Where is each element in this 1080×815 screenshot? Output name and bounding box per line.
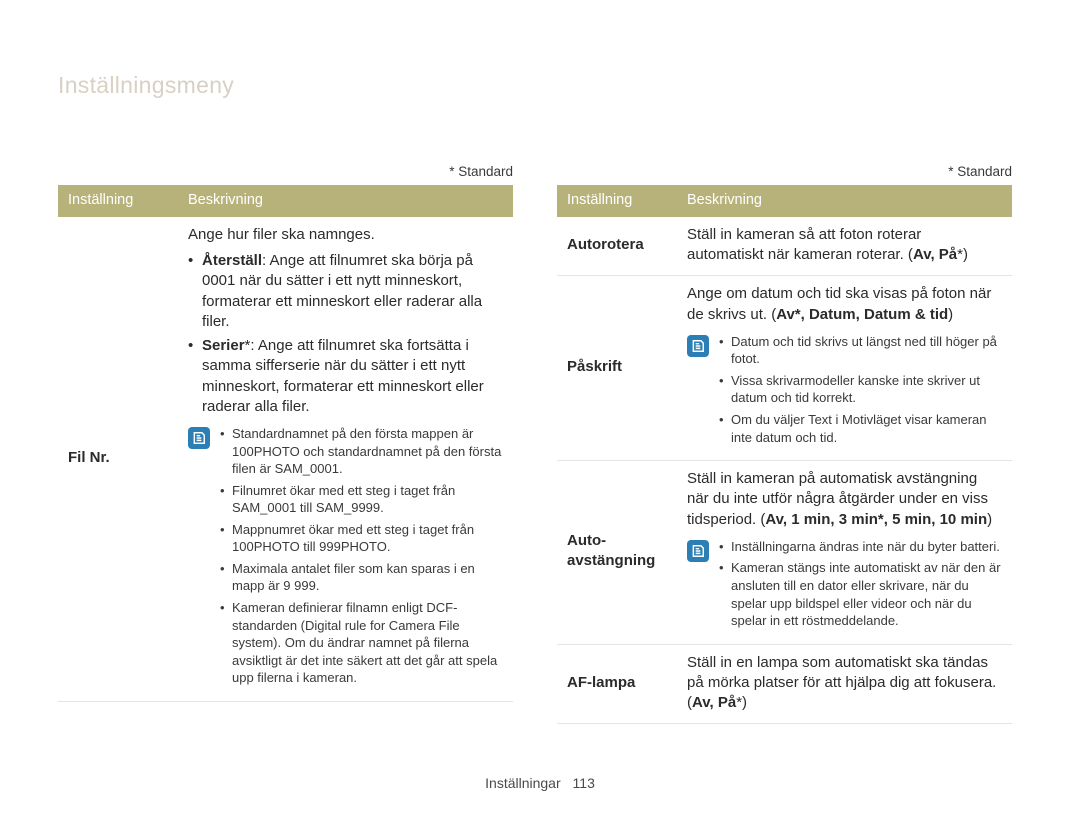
paskrift-post: ) <box>948 306 953 323</box>
row-autorotera: Autorotera Ställ in kameran så att foton… <box>557 217 1012 276</box>
note-item: Om du väljer Text i Motivläget visar kam… <box>719 411 1002 446</box>
desc-auto-off: Ställ in kameran på automatisk avstängni… <box>677 461 1012 644</box>
content-columns: * Standard Inställning Beskrivning Fil N… <box>58 163 1022 724</box>
label-fil-nr: Fil Nr. <box>58 217 178 701</box>
paskrift-note-list: Datum och tid skrivs ut längst ned till … <box>719 333 1002 450</box>
auto-off-note: Inställningarna ändras inte när du byter… <box>687 538 1002 634</box>
fil-nr-options: Återställ: Ange att filnumret ska börja … <box>188 251 503 417</box>
opt-serier-label: Serier <box>202 337 245 354</box>
fil-nr-note: Standardnamnet på den första mappen är 1… <box>188 425 503 691</box>
row-af-lampa: AF-lampa Ställ in en lampa som automatis… <box>557 644 1012 724</box>
footer-page-number: 113 <box>573 775 595 791</box>
note-item: Kameran definierar filnamn enligt DCF-st… <box>220 599 503 687</box>
info-icon <box>687 540 709 562</box>
paskrift-bold: Av*, Datum, Datum & tid <box>776 306 948 323</box>
row-fil-nr: Fil Nr. Ange hur filer ska namnges. Åter… <box>58 217 513 701</box>
label-paskrift: Påskrift <box>557 276 677 461</box>
note-item: Mappnumret ökar med ett steg i taget frå… <box>220 521 503 556</box>
info-icon <box>188 427 210 449</box>
autorotera-pre: Ställ in kameran så att foton roterar au… <box>687 226 921 263</box>
auto-off-post: ) <box>987 511 992 528</box>
th-description: Beskrivning <box>178 185 513 217</box>
note-item: Standardnamnet på den första mappen är 1… <box>220 425 503 478</box>
autorotera-bold: Av, På <box>913 246 957 263</box>
opt-aterstall-label: Återställ <box>202 252 262 269</box>
opt-serier: Serier*: Ange att filnumret ska fortsätt… <box>188 336 503 417</box>
opt-serier-text: *: Ange att filnumret ska fortsätta i sa… <box>202 337 484 415</box>
th-setting: Inställning <box>58 185 178 217</box>
opt-aterstall: Återställ: Ange att filnumret ska börja … <box>188 251 503 332</box>
auto-off-note-list: Inställningarna ändras inte när du byter… <box>719 538 1002 634</box>
info-icon <box>687 335 709 357</box>
desc-af-lampa: Ställ in en lampa som automatiskt ska tä… <box>677 644 1012 724</box>
fil-nr-intro: Ange hur filer ska namnges. <box>188 225 503 245</box>
af-lampa-post: *) <box>736 694 747 711</box>
row-auto-off: Auto-avstängning Ställ in kameran på aut… <box>557 461 1012 644</box>
fil-nr-note-list: Standardnamnet på den första mappen är 1… <box>220 425 503 691</box>
note-item: Vissa skrivarmodeller kanske inte skrive… <box>719 372 1002 407</box>
label-autorotera: Autorotera <box>557 217 677 276</box>
note-item: Kameran stängs inte automatiskt av när d… <box>719 559 1002 629</box>
af-lampa-bold: Av, På <box>692 694 736 711</box>
note-item: Maximala antalet filer som kan sparas i … <box>220 560 503 595</box>
desc-fil-nr: Ange hur filer ska namnges. Återställ: A… <box>178 217 513 701</box>
settings-table-left: Inställning Beskrivning Fil Nr. Ange hur… <box>58 185 513 701</box>
left-column: * Standard Inställning Beskrivning Fil N… <box>58 163 513 724</box>
settings-table-right: Inställning Beskrivning Autorotera Ställ… <box>557 185 1012 724</box>
th-description: Beskrivning <box>677 185 1012 217</box>
desc-paskrift: Ange om datum och tid ska visas på foton… <box>677 276 1012 461</box>
th-setting: Inställning <box>557 185 677 217</box>
paskrift-note: Datum och tid skrivs ut längst ned till … <box>687 333 1002 450</box>
right-column: * Standard Inställning Beskrivning Autor… <box>557 163 1012 724</box>
auto-off-bold: Av, 1 min, 3 min*, 5 min, 10 min <box>765 511 987 528</box>
desc-autorotera: Ställ in kameran så att foton roterar au… <box>677 217 1012 276</box>
autorotera-post: *) <box>957 246 968 263</box>
label-af-lampa: AF-lampa <box>557 644 677 724</box>
label-auto-off: Auto-avstängning <box>557 461 677 644</box>
page-title: Inställningsmeny <box>58 70 1022 101</box>
note-item: Inställningarna ändras inte när du byter… <box>719 538 1002 556</box>
footer-section: Inställningar <box>485 775 561 791</box>
standard-note-right: * Standard <box>557 163 1012 181</box>
row-paskrift: Påskrift Ange om datum och tid ska visas… <box>557 276 1012 461</box>
standard-note-left: * Standard <box>58 163 513 181</box>
note-item: Filnumret ökar med ett steg i taget från… <box>220 482 503 517</box>
page-footer: Inställningar 113 <box>0 774 1080 793</box>
note-item: Datum och tid skrivs ut längst ned till … <box>719 333 1002 368</box>
